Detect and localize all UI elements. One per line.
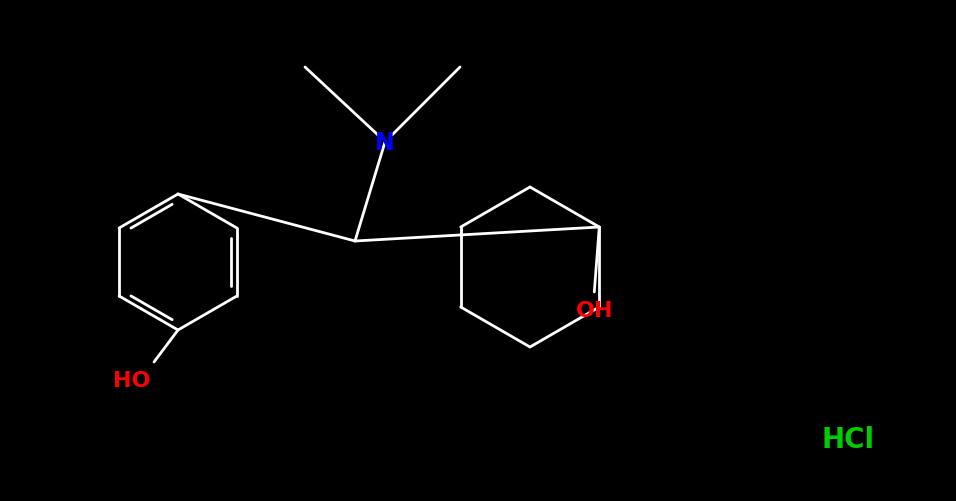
Text: HCl: HCl	[821, 425, 875, 453]
Text: HO: HO	[113, 370, 151, 390]
Text: OH: OH	[576, 301, 613, 320]
Text: N: N	[375, 131, 395, 155]
